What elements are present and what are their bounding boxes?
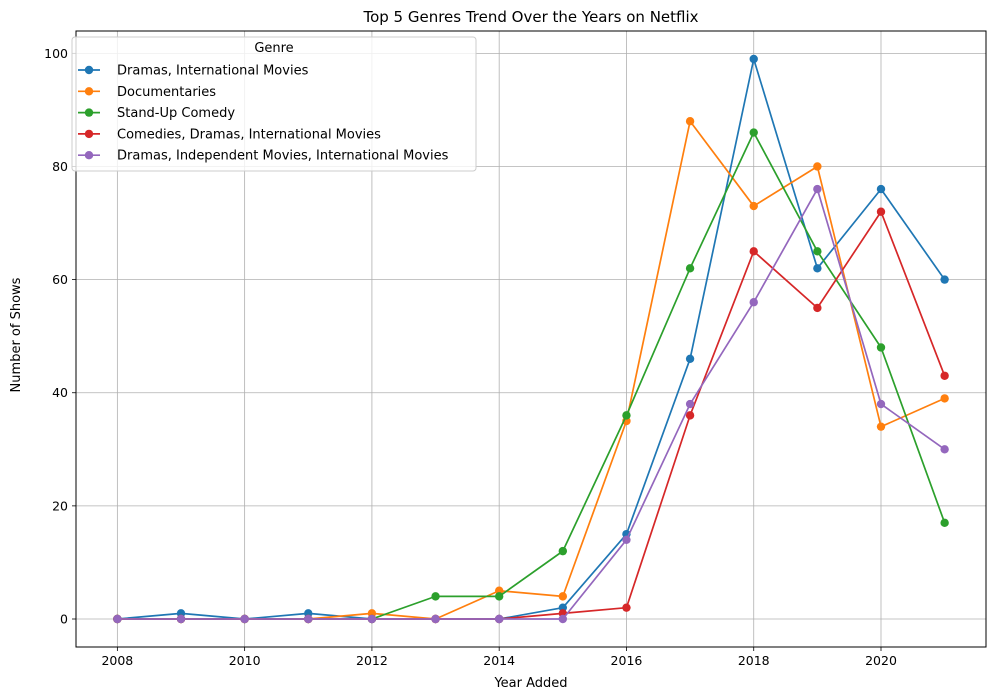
x-axis-label: Year Added xyxy=(493,676,567,691)
legend-label: Dramas, International Movies xyxy=(117,64,309,79)
series-5 xyxy=(113,184,949,624)
y-axis-ticks: 0 20 40 60 80 100 xyxy=(44,46,76,627)
data-point xyxy=(494,614,504,624)
data-point xyxy=(685,399,695,409)
data-point xyxy=(749,298,758,307)
data-point xyxy=(558,614,568,624)
legend-swatch-marker xyxy=(84,87,94,96)
y-tick-label: 0 xyxy=(60,612,68,627)
y-tick-label: 20 xyxy=(52,498,68,513)
data-point xyxy=(685,411,695,420)
legend-entry: Comedies, Dramas, International Movies xyxy=(78,127,381,142)
data-point xyxy=(176,614,186,624)
x-axis-ticks: 2008 2010 2012 2014 2016 2018 2020 xyxy=(101,647,897,668)
data-point xyxy=(813,303,822,313)
data-point xyxy=(940,275,949,284)
data-point xyxy=(494,592,504,601)
legend-entry: Dramas, Independent Movies, Internationa… xyxy=(78,149,449,164)
data-point xyxy=(813,184,822,194)
y-tick-label: 60 xyxy=(52,272,68,287)
data-point xyxy=(113,614,122,624)
x-tick-label: 2018 xyxy=(738,653,770,668)
series-line xyxy=(117,188,946,620)
legend-swatch-marker xyxy=(84,108,94,117)
series-3 xyxy=(113,128,949,624)
x-tick-label: 2008 xyxy=(101,653,133,668)
legend-label: Comedies, Dramas, International Movies xyxy=(117,127,381,142)
legend-title: Genre xyxy=(254,41,293,56)
series-line xyxy=(117,210,946,620)
chart-title: Top 5 Genres Trend Over the Years on Net… xyxy=(362,8,698,26)
data-point xyxy=(876,207,886,216)
data-point xyxy=(749,201,758,211)
legend: Genre Dramas, International Movies Docume… xyxy=(71,36,477,172)
series-4 xyxy=(113,207,949,624)
data-point xyxy=(367,614,377,624)
x-tick-label: 2010 xyxy=(229,653,261,668)
data-point xyxy=(622,603,631,612)
data-point xyxy=(876,422,886,431)
legend-label: Dramas, Independent Movies, Internationa… xyxy=(117,149,449,164)
data-point xyxy=(940,371,949,380)
data-point xyxy=(876,184,886,194)
x-tick-label: 2020 xyxy=(865,653,897,668)
legend-label: Stand-Up Comedy xyxy=(117,106,235,121)
legend-entry: Documentaries xyxy=(78,85,216,100)
series-2 xyxy=(113,117,949,624)
data-point xyxy=(558,592,568,601)
data-point xyxy=(940,394,949,403)
data-point xyxy=(940,445,949,454)
legend-entry: Dramas, International Movies xyxy=(78,64,309,79)
legend-label: Documentaries xyxy=(117,85,216,100)
legend-entry: Stand-Up Comedy xyxy=(78,106,235,121)
data-point xyxy=(813,264,822,273)
data-point xyxy=(749,128,758,137)
x-tick-label: 2016 xyxy=(611,653,643,668)
data-point xyxy=(304,614,313,624)
data-point xyxy=(622,535,631,545)
series-line xyxy=(117,120,945,620)
legend-box xyxy=(71,36,477,172)
series-group xyxy=(113,54,949,624)
series-line xyxy=(117,58,946,620)
data-point xyxy=(622,411,631,420)
x-tick-label: 2012 xyxy=(356,653,388,668)
x-tick-label: 2014 xyxy=(483,653,515,668)
plot-frame xyxy=(75,30,987,648)
data-point xyxy=(685,117,695,126)
data-point xyxy=(876,399,886,409)
data-point xyxy=(431,592,440,601)
data-point xyxy=(813,162,822,171)
y-axis-label: Number of Shows xyxy=(9,277,24,392)
data-point xyxy=(876,343,886,352)
data-point xyxy=(431,614,440,624)
y-tick-label: 80 xyxy=(52,159,68,174)
data-point xyxy=(240,614,249,624)
y-tick-label: 40 xyxy=(52,385,68,400)
data-point xyxy=(749,247,758,256)
data-point xyxy=(749,54,758,64)
legend-swatch-marker xyxy=(84,65,94,75)
data-point xyxy=(558,546,568,556)
series-line xyxy=(117,131,946,620)
data-point xyxy=(940,518,949,528)
legend-swatch-marker xyxy=(84,129,94,139)
data-point xyxy=(685,354,695,363)
data-point xyxy=(685,264,695,273)
data-point xyxy=(813,247,822,256)
legend-swatch-marker xyxy=(84,151,94,160)
y-tick-label: 100 xyxy=(44,46,68,61)
